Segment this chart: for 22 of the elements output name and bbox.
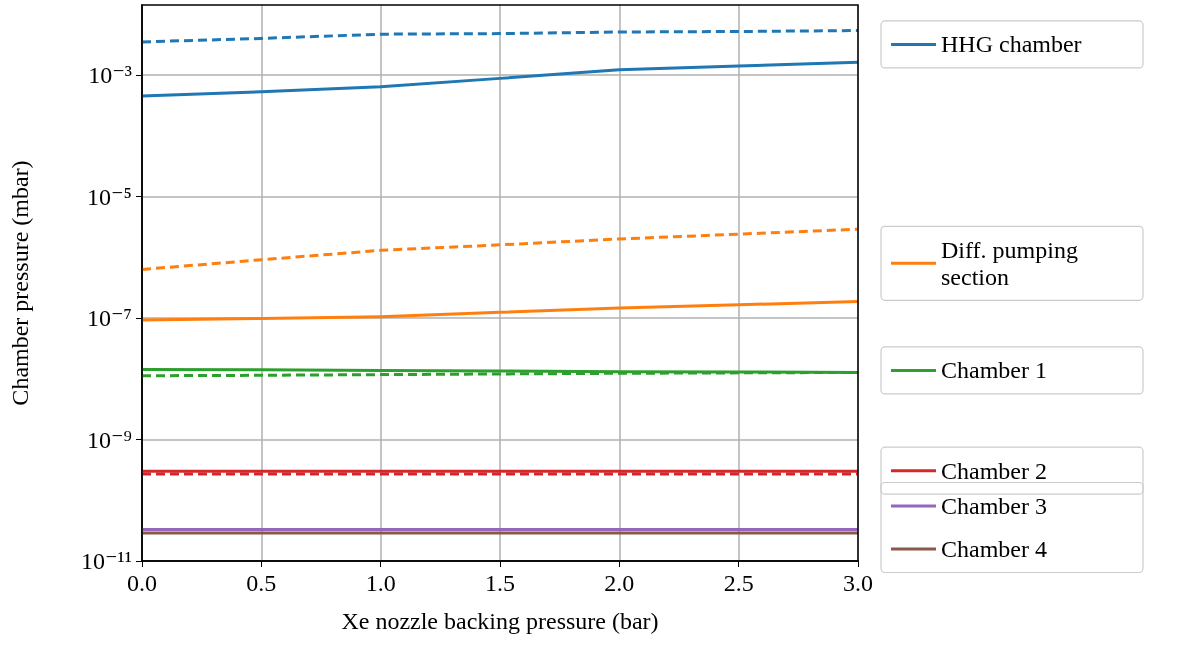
legend-label: Chamber 4	[941, 536, 1047, 562]
legend-label: Chamber 2	[941, 457, 1047, 484]
y-axis-title: Chamber pressure (mbar)	[7, 160, 33, 406]
line-series	[140, 60, 860, 98]
y-tick-label: 10⁻⁹	[86, 426, 132, 453]
legend-label: Diff. pumping section	[941, 236, 1084, 290]
legend-label: Chamber 1	[941, 357, 1047, 384]
y-tick-label: 10⁻⁷	[86, 305, 132, 331]
x-tick-label: 3.0	[843, 570, 873, 596]
legend-label: Chamber 3	[941, 493, 1047, 519]
x-axis-title: Xe nozzle backing pressure (bar)	[341, 608, 659, 634]
y-tick-label: 10⁻⁵	[86, 183, 132, 210]
line-series	[140, 299, 860, 322]
x-tick-label: 2.0	[604, 570, 635, 596]
x-tick-label: 1.0	[365, 570, 396, 596]
legend-label: HHG chamber	[941, 31, 1082, 58]
line-series	[140, 227, 860, 271]
y-tick-label: 10⁻³	[88, 62, 132, 88]
x-tick-label: 1.5	[485, 570, 515, 596]
x-tick-label: 2.5	[723, 570, 754, 596]
line-series	[140, 29, 860, 44]
x-tick-label: 0.5	[246, 570, 277, 596]
